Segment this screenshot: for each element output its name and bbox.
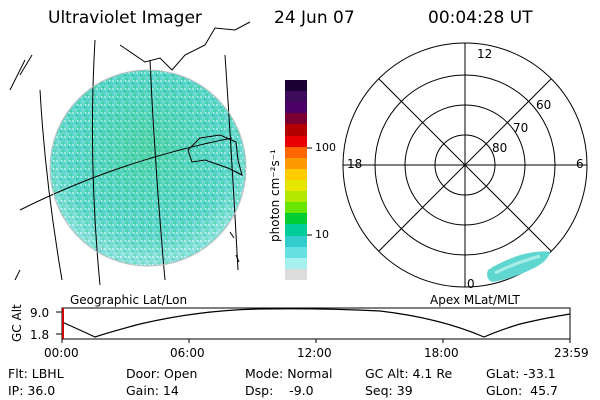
mlt-label-12: 12 xyxy=(477,47,493,61)
mlt-label-18: 18 xyxy=(347,157,363,171)
status-glon: GLon: 45.7 xyxy=(486,383,558,398)
colorbar-segment xyxy=(285,102,307,114)
status-gain: Gain: 14 xyxy=(126,383,179,398)
status-glat: GLat: -33.1 xyxy=(486,366,556,381)
colorbar-segment xyxy=(285,168,307,180)
colorbar-segment xyxy=(285,191,307,203)
altitude-curve xyxy=(61,308,571,338)
time-label: 00:04:28 UT xyxy=(428,8,533,28)
colorbar xyxy=(285,80,307,280)
colorbar-segment xyxy=(285,80,307,92)
altitude-xtick-1200: 12:00 xyxy=(297,346,332,360)
colorbar-segment xyxy=(285,257,307,269)
colorbar-segment xyxy=(285,157,307,169)
disc-limb xyxy=(49,69,247,267)
colorbar-segment xyxy=(285,213,307,225)
altitude-xtick-0000: 00:00 xyxy=(44,346,79,360)
status-gc-alt: GC Alt: 4.1 Re xyxy=(365,366,453,381)
colorbar-segment xyxy=(285,224,307,236)
status-ip: IP: 36.0 xyxy=(8,383,56,398)
altitude-ylabel: GC Alt xyxy=(10,304,24,342)
colorbar-segment xyxy=(285,268,307,280)
mlat-label-80: 80 xyxy=(492,141,508,155)
colorbar-tick-10: 10 xyxy=(315,228,329,241)
earth-disc xyxy=(50,70,246,266)
colorbar-segment xyxy=(285,91,307,103)
mlat-label-70: 70 xyxy=(513,121,529,135)
polar-caption: Apex MLat/MLT xyxy=(430,293,520,307)
colorbar-segment xyxy=(285,179,307,192)
date-label: 24 Jun 07 xyxy=(274,8,355,28)
altitude-xtick-1800: 18:00 xyxy=(424,346,459,360)
colorbar-tick-100: 100 xyxy=(315,141,336,154)
status-dsp: Dsp: -9.0 xyxy=(245,383,314,398)
colorbar-segment xyxy=(285,146,307,158)
altitude-xtick-0600: 06:00 xyxy=(170,346,205,360)
altitude-ytick-9: 9.0 xyxy=(30,306,50,320)
colorbar-segment xyxy=(285,235,307,247)
mlt-label-0: 0 xyxy=(467,277,475,291)
colorbar-segment xyxy=(285,202,307,214)
coastlines xyxy=(119,21,251,263)
mlat-label-60: 60 xyxy=(536,98,552,112)
status-filter: Flt: LBHL xyxy=(8,366,64,381)
status-mode: Mode: Normal xyxy=(245,366,333,381)
app-title: Ultraviolet Imager xyxy=(48,8,202,28)
colorbar-segment xyxy=(285,113,307,125)
colorbar-segment xyxy=(285,246,307,258)
altitude-ytick-1-8: 1.8 xyxy=(30,328,50,342)
geographic-caption: Geographic Lat/Lon xyxy=(70,293,188,307)
status-door: Door: Open xyxy=(126,366,198,381)
status-seq: Seq: 39 xyxy=(365,383,413,398)
colorbar-segment xyxy=(285,124,307,136)
altitude-xtick-2359: 23:59 xyxy=(554,346,589,360)
colorbar-segment xyxy=(285,135,307,147)
mlt-label-6: 6 xyxy=(576,157,584,171)
lat-lon-grid xyxy=(9,39,239,286)
